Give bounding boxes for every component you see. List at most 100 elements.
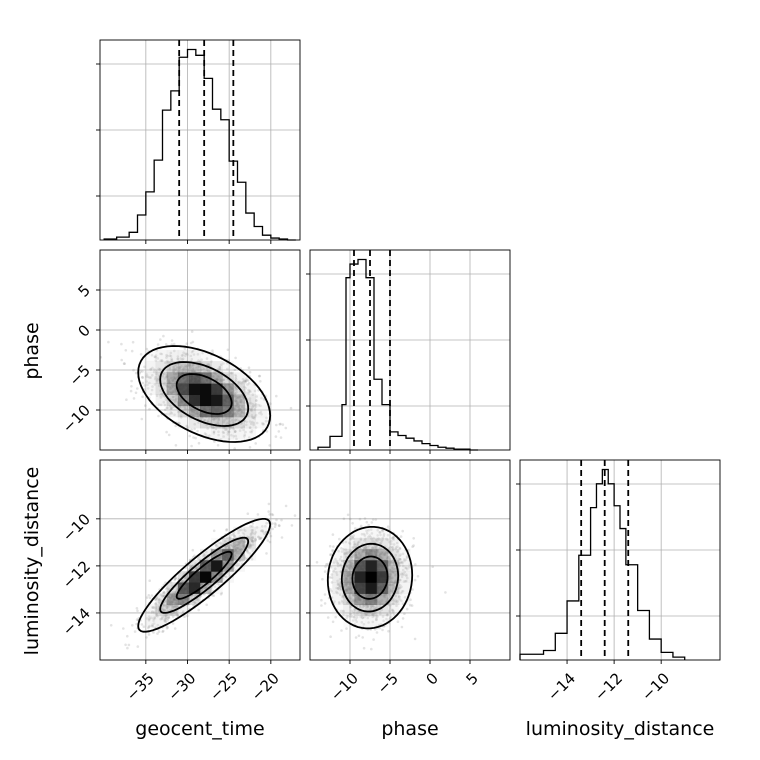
- scatter-point: [206, 368, 209, 371]
- density-cell: [166, 383, 179, 395]
- scatter-point: [330, 573, 334, 576]
- scatter-point: [141, 376, 144, 379]
- scatter-point: [262, 422, 266, 426]
- scatter-point: [182, 351, 185, 355]
- scatter-point: [203, 554, 206, 557]
- scatter-point: [162, 604, 165, 608]
- scatter-point: [170, 339, 174, 342]
- scatter-point: [341, 601, 344, 604]
- scatter-point: [259, 536, 262, 540]
- scatter-point: [176, 357, 180, 361]
- scatter-point: [404, 566, 408, 570]
- scatter-point: [350, 599, 353, 602]
- density-cell: [166, 593, 179, 605]
- scatter-point: [363, 539, 366, 542]
- scatter-point: [370, 537, 373, 541]
- scatter-point: [372, 612, 375, 616]
- scatter-point: [268, 540, 272, 544]
- scatter-point: [345, 616, 349, 620]
- density-cell: [244, 537, 257, 550]
- scatter-point: [394, 553, 398, 557]
- scatter-point: [190, 444, 193, 448]
- scatter-point: [368, 614, 371, 617]
- scatter-point: [362, 532, 366, 536]
- scatter-point: [218, 367, 221, 371]
- scatter-point: [147, 625, 151, 629]
- scatter-point: [234, 377, 237, 380]
- scatter-point: [245, 549, 249, 552]
- scatter-point: [248, 446, 252, 449]
- scatter-point: [159, 338, 162, 341]
- scatter-point: [390, 608, 394, 612]
- density-cell: [255, 515, 268, 528]
- scatter-point: [225, 575, 228, 579]
- scatter-point: [355, 604, 359, 607]
- scatter-point: [367, 544, 371, 548]
- scatter-point: [378, 610, 382, 613]
- scatter-point: [131, 624, 134, 627]
- scatter-point: [244, 386, 247, 390]
- scatter-point: [134, 391, 138, 395]
- scatter-point: [207, 369, 210, 373]
- scatter-point: [401, 589, 405, 593]
- scatter-point: [405, 567, 409, 571]
- scatter-point: [244, 529, 247, 532]
- scatter-point: [149, 376, 152, 379]
- scatter-point: [234, 418, 237, 421]
- scatter-point: [171, 606, 174, 610]
- scatter-point: [349, 605, 353, 608]
- scatter-point: [157, 598, 161, 602]
- scatter-point: [143, 384, 147, 387]
- scatter-point: [406, 576, 409, 580]
- scatter-point: [345, 614, 349, 618]
- scatter-point: [228, 546, 231, 549]
- scatter-point: [379, 541, 383, 544]
- scatter-point: [401, 561, 404, 565]
- scatter-point: [246, 512, 250, 515]
- scatter-point: [197, 441, 201, 445]
- scatter-point: [233, 386, 237, 390]
- scatter-point: [162, 629, 165, 633]
- scatter-point: [233, 379, 237, 383]
- scatter-point: [354, 636, 358, 639]
- panel-frame: [99, 459, 301, 661]
- scatter-point: [169, 354, 173, 358]
- density-cell: [177, 383, 190, 395]
- scatter-point: [217, 541, 220, 545]
- scatter-point: [361, 616, 364, 620]
- scatter-point: [261, 529, 265, 533]
- density-cell: [166, 394, 179, 407]
- scatter-point: [352, 612, 356, 615]
- scatter-point: [161, 615, 164, 619]
- scatter-point: [269, 402, 272, 406]
- scatter-point: [252, 421, 256, 425]
- histogram-panel-luminosity-distance: [516, 459, 721, 664]
- scatter-point: [246, 383, 249, 386]
- scatter-point: [340, 547, 343, 550]
- scatter-point: [411, 545, 414, 548]
- scatter-point: [254, 442, 257, 445]
- scatter-point: [336, 587, 340, 590]
- scatter-point: [228, 538, 232, 542]
- scatter-point: [165, 412, 168, 416]
- scatter-point: [147, 633, 151, 636]
- scatter-point: [399, 535, 403, 538]
- scatter-point: [251, 393, 255, 397]
- scatter-point: [362, 646, 366, 650]
- scatter-point: [356, 541, 360, 544]
- scatter-point: [140, 417, 144, 421]
- scatter-point: [363, 517, 367, 520]
- scatter-point: [154, 359, 158, 362]
- density-cell: [144, 361, 157, 373]
- scatter-point: [207, 363, 211, 366]
- scatter-point: [251, 522, 255, 525]
- scatter-point: [349, 537, 352, 541]
- scatter-point: [380, 539, 384, 543]
- scatter-point: [251, 528, 255, 532]
- scatter-point: [182, 579, 185, 582]
- scatter-point: [389, 546, 392, 549]
- scatter-point: [431, 565, 435, 568]
- scatter-point: [238, 529, 242, 532]
- scatter-point: [260, 529, 264, 532]
- scatter-point: [184, 407, 187, 411]
